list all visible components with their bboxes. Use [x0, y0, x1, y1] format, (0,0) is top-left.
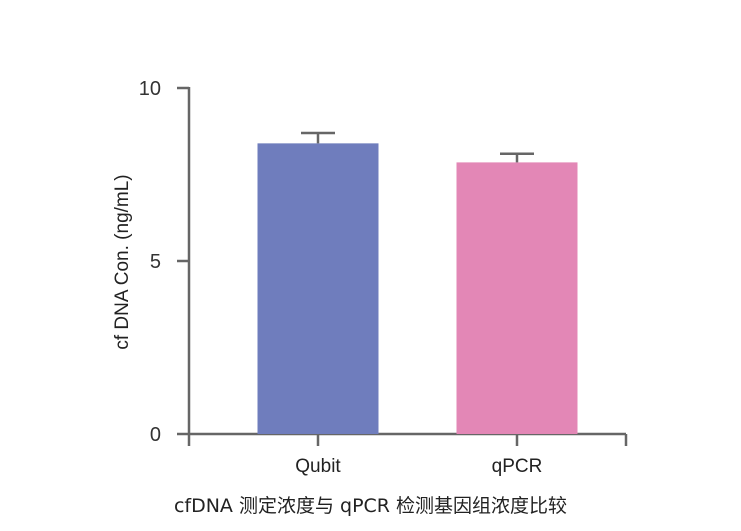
bars — [257, 131, 578, 435]
bar-qubit — [257, 143, 379, 435]
y-axis-title: cf DNA Con. (ng/mL) — [112, 174, 133, 349]
x-tick-label: Qubit — [295, 456, 341, 477]
error-bar-qubit — [301, 131, 335, 144]
y-tick-label: 5 — [150, 251, 161, 273]
figure-caption: cfDNA 测定浓度与 qPCR 检测基因组浓度比较 — [173, 495, 568, 517]
y-ticks: 0 5 10 — [139, 78, 189, 446]
x-tick-label: qPCR — [492, 456, 543, 477]
bar-qpcr — [456, 162, 578, 434]
error-bar-qpcr — [500, 152, 534, 163]
x-ticks: Qubit qPCR — [187, 434, 628, 477]
y-tick-label: 10 — [139, 78, 161, 100]
y-tick-label: 0 — [150, 424, 161, 446]
